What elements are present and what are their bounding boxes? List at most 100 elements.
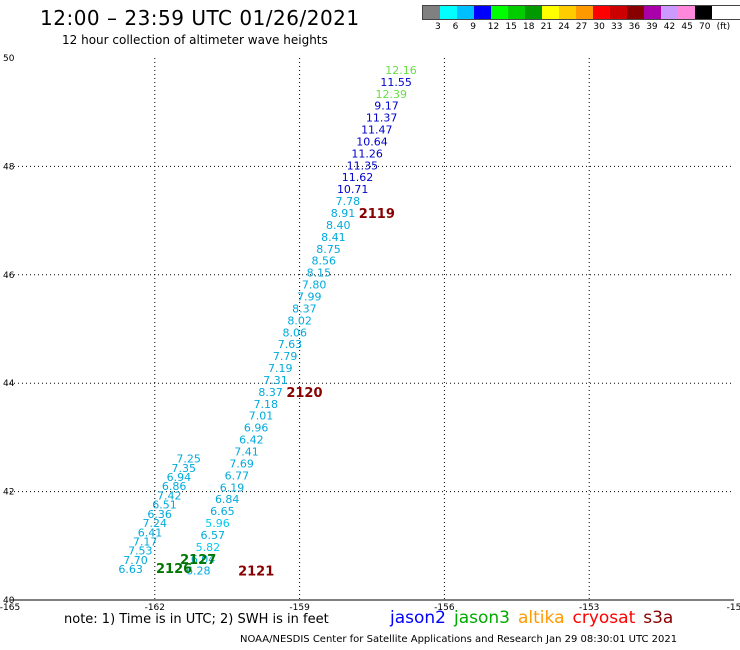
page-subtitle: 12 hour collection of altimeter wave hei… — [62, 33, 328, 47]
legend-label: 3 — [435, 22, 441, 32]
legend-swatch — [661, 6, 678, 19]
wave-height-label: 11.62 — [342, 171, 374, 184]
lat-tick-label: 48 — [3, 162, 15, 172]
legend-label: 70 — [699, 22, 711, 32]
wave-height-label: 7.99 — [297, 290, 322, 303]
wave-height-label: 5.96 — [205, 517, 230, 530]
satellite-jason3: jason3 — [454, 608, 510, 628]
legend-swatch — [678, 6, 695, 19]
wave-height-label: 6.84 — [215, 493, 240, 506]
wave-height-label: 11.26 — [351, 147, 383, 160]
wave-height-label: 12.39 — [376, 88, 408, 101]
wave-height-label: 6.41 — [138, 526, 163, 539]
wave-height-label: 6.51 — [152, 499, 177, 512]
legend-label: 15 — [505, 22, 517, 32]
lat-tick-label: 50 — [3, 54, 15, 64]
lon-tick-label: -159 — [289, 603, 310, 613]
legend-label: 39 — [646, 22, 658, 32]
satellite-altika: altika — [518, 608, 565, 628]
legend-label: 24 — [558, 22, 570, 32]
revolution-number: 2121 — [238, 565, 274, 580]
wave-height-label: 6.77 — [225, 469, 250, 482]
lat-tick-label: 46 — [3, 271, 15, 281]
legend-label: 45 — [681, 22, 693, 32]
revolution-number: 2127 — [180, 553, 216, 568]
wave-height-label: 7.63 — [278, 338, 303, 351]
revolution-number: 2120 — [286, 386, 322, 401]
wave-height-label: 7.70 — [123, 554, 148, 567]
lat-tick-label: 40 — [3, 596, 15, 606]
legend-label: 21 — [540, 22, 553, 32]
wave-height-label: 9.17 — [374, 100, 399, 113]
footer-note: note: 1) Time is in UTC; 2) SWH is in fe… — [64, 612, 329, 627]
legend-label: 9 — [470, 22, 476, 32]
wave-height-track: 12.1611.5512.399.1711.3711.4710.6411.261… — [118, 64, 416, 578]
wave-height-label: 10.64 — [356, 135, 388, 148]
wave-height-label: 8.75 — [316, 243, 341, 256]
legend-swatch — [474, 6, 491, 19]
wave-height-label: 6.36 — [147, 508, 172, 521]
legend-swatch — [610, 6, 627, 19]
revolution-number: 2119 — [359, 207, 395, 222]
legend-swatch — [644, 6, 661, 19]
legend-swatch — [525, 6, 542, 19]
satellite-cryosat: cryosat — [572, 608, 636, 628]
wave-height-label: 7.25 — [176, 453, 201, 466]
legend-swatch — [423, 6, 440, 19]
wave-height-label: 6.96 — [244, 422, 269, 435]
legend-label: 36 — [628, 22, 641, 32]
wave-height-label: 6.86 — [162, 480, 187, 493]
wave-height-label: 6.28 — [186, 565, 211, 578]
color-scale-legend: 3 6 9 12 15 18 21 24 27 30 33 36 39 42 45 70 (ft) — [422, 5, 740, 34]
wave-height-label: 8.02 — [287, 314, 312, 327]
wave-height-label: 7.18 — [254, 398, 279, 411]
wave-height-label: 11.35 — [347, 159, 379, 172]
legend-label: 18 — [523, 22, 535, 32]
wave-height-label: 7.78 — [336, 195, 361, 208]
legend-label: 30 — [593, 22, 605, 32]
wave-height-label: 7.69 — [229, 457, 254, 470]
legend-label: 33 — [611, 22, 623, 32]
wave-height-label: 6.19 — [220, 481, 245, 494]
legend-swatch — [457, 6, 474, 19]
wave-height-label: 6.63 — [118, 563, 143, 576]
legend-label: 42 — [663, 22, 676, 32]
revolution-number: 2126 — [156, 562, 192, 577]
satellite-legend: jason2 jason3 altika cryosat s3a — [390, 608, 681, 628]
wave-height-label: 11.37 — [366, 112, 398, 125]
legend-swatch — [576, 6, 593, 19]
lon-tick-label: -156 — [434, 603, 455, 613]
legend-swatch — [508, 6, 525, 19]
legend-swatches — [422, 5, 740, 20]
wave-height-label: 7.19 — [268, 362, 293, 375]
wave-height-label: 7.42 — [157, 489, 182, 502]
axis-labels: -165 -162 -159 -156 -153 -15 50 48 46 44 42 40 — [0, 54, 740, 613]
wave-height-label: 6.94 — [167, 471, 192, 484]
lat-tick-label: 42 — [3, 488, 14, 498]
wave-height-label: 5.82 — [196, 541, 221, 554]
legend-label: 12 — [487, 22, 500, 32]
wave-height-label: 8.37 — [258, 386, 283, 399]
page-title: 12:00 – 23:59 UTC 01/26/2021 — [40, 6, 360, 30]
lon-tick-label: -165 — [0, 603, 20, 613]
satellite-jason2: jason2 — [390, 608, 446, 628]
wave-height-label: 7.17 — [133, 535, 158, 548]
legend-swatch — [695, 6, 712, 19]
wave-height-label: 8.56 — [311, 255, 336, 268]
wave-height-label: 6.04 — [191, 553, 216, 566]
wave-height-label: 7.24 — [143, 517, 168, 530]
satellite-s3a: s3a — [643, 608, 674, 628]
wave-height-label: 12.16 — [385, 64, 417, 77]
wave-height-label: 8.06 — [283, 326, 308, 339]
wave-height-label: 8.15 — [307, 267, 332, 280]
wave-height-label: 7.41 — [234, 445, 259, 458]
legend-label: (ft) — [716, 22, 731, 32]
wave-height-label: 6.57 — [200, 529, 225, 542]
legend-swatch — [559, 6, 576, 19]
lon-tick-label: -162 — [145, 603, 165, 613]
legend-label: 27 — [575, 22, 588, 32]
credit-line: NOAA/NESDIS Center for Satellite Applica… — [240, 634, 678, 645]
wave-height-label: 7.80 — [302, 279, 327, 292]
wave-height-label: 8.91 — [331, 207, 356, 220]
